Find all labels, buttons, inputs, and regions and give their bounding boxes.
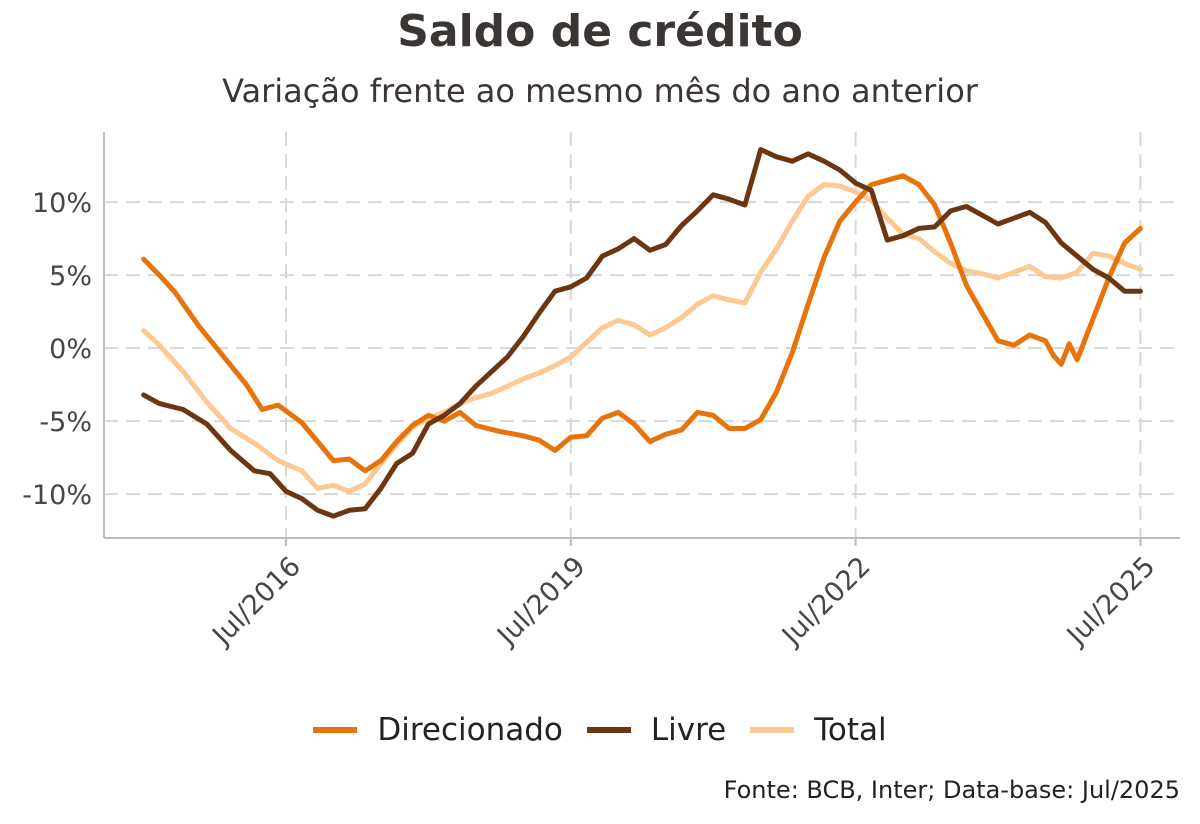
series-line-direcionado	[141, 173, 1143, 474]
legend-swatch-direcionado	[313, 727, 358, 733]
x-tick-label: Jul/2025	[1060, 551, 1161, 652]
gridlines	[104, 132, 1180, 538]
axes	[103, 132, 1180, 546]
legend-item-direcionado: Direcionado	[313, 712, 563, 748]
legend-swatch-total	[750, 727, 795, 733]
legend-swatch-livre	[586, 727, 631, 733]
x-tick-label: Jul/2019	[490, 551, 591, 652]
y-tick-label: 0%	[49, 334, 92, 365]
chart-subtitle: Variação frente ao mesmo mês do ano ante…	[222, 72, 978, 110]
legend-item-total: Total	[750, 712, 887, 748]
line-chart: 10% 5% 0% -5% -10% Jul/2016 Jul/2019 Jul/2022 Ju…	[22, 132, 1180, 652]
x-tick-label: Jul/2022	[775, 551, 876, 652]
legend: Direcionado Livre Total	[0, 712, 1200, 748]
y-tick-label: -10%	[22, 480, 92, 511]
y-tick-label: 10%	[32, 188, 92, 219]
y-tick-label: -5%	[39, 407, 92, 438]
source-note: Fonte: BCB, Inter; Data-base: Jul/2025	[723, 776, 1180, 804]
legend-label-direcionado: Direcionado	[377, 712, 563, 748]
legend-item-livre: Livre	[586, 712, 727, 748]
y-tick-label: 5%	[49, 261, 92, 292]
series-lines	[141, 147, 1143, 519]
legend-label-livre: Livre	[650, 712, 727, 748]
series-line-livre	[141, 147, 1143, 519]
x-tick-label: Jul/2016	[206, 551, 307, 652]
chart-title: Saldo de crédito	[397, 6, 803, 57]
series-line-total	[141, 182, 1143, 494]
legend-label-total: Total	[814, 712, 887, 748]
